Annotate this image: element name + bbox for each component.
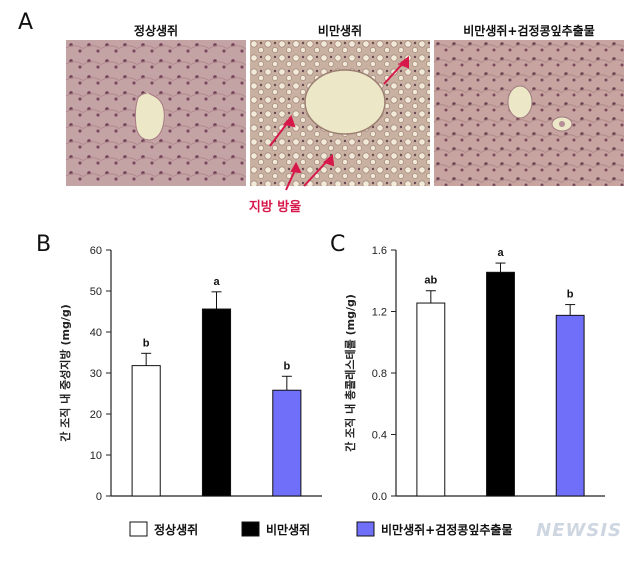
chart-b-y-tick-label: 20	[90, 409, 102, 421]
legend-swatch	[241, 521, 260, 537]
annotation-label: 지방 방울	[249, 199, 301, 215]
chart-b-bar	[201, 308, 232, 497]
chart-c-y-tick-label: 1.2	[372, 307, 387, 319]
chart-c-significance-letter: a	[497, 247, 504, 259]
histology-title-obese: 비만생쥐	[317, 24, 363, 38]
chart-b-y-tick-label: 30	[90, 368, 102, 380]
panel-a-letter: A	[18, 10, 34, 35]
legend-label: 정상생쥐	[154, 522, 198, 537]
chart-c-bar	[555, 314, 585, 497]
chart-c-y-tick-label: 0.8	[372, 368, 387, 380]
annotation-arrow-2	[269, 121, 289, 147]
chart-b-significance-letter: b	[143, 337, 150, 349]
chart-b-y-tick-label: 60	[90, 245, 102, 257]
annotation-arrowhead-4	[397, 56, 409, 69]
histology-title-normal: 정상생쥐	[133, 24, 179, 38]
annotation-arrowhead-2	[283, 115, 296, 128]
watermark: NEWSIS	[536, 520, 622, 541]
legend-label: 비만생쥐	[266, 522, 310, 537]
chart-b-significance-letter: a	[213, 276, 220, 288]
annotation-arrowhead-1	[290, 161, 302, 174]
legend-swatch	[129, 521, 148, 537]
chart-b-y-tick-label: 40	[90, 327, 102, 339]
annotation-arrowhead-3	[323, 154, 335, 167]
chart-b-y-tick-label: 10	[90, 450, 102, 462]
chart-b-y-axis-label: 간 조직 내 중성지방 (mg/g)	[58, 304, 72, 442]
chart-c-bar	[416, 302, 446, 497]
chart-b-bar	[131, 365, 161, 497]
chart-c-y-tick-label: 1.6	[372, 245, 387, 257]
histology-image-obese-extract	[434, 40, 624, 186]
legend-swatch	[356, 521, 375, 537]
chart-c-significance-letter: b	[567, 289, 574, 301]
panel-c-letter: C	[330, 232, 346, 257]
chart-b-bar	[272, 389, 302, 497]
annotation-arrow-4	[383, 61, 405, 85]
legend-label: 비만생쥐+검정콩잎추출물	[381, 522, 513, 537]
histology-title-obese-extract: 비만생쥐+검정콩잎추출물	[463, 24, 595, 38]
chart-c-significance-letter: ab	[424, 275, 437, 287]
annotation-arrow-3	[303, 159, 329, 187]
chart-c-bar	[486, 271, 515, 497]
chart-b-significance-letter: b	[283, 360, 290, 372]
panel-b-letter: B	[36, 232, 52, 257]
chart-c-y-tick-label: 0.4	[372, 430, 387, 442]
chart-b-y-tick-label: 50	[90, 286, 102, 298]
chart-b-y-tick-label: 0	[96, 491, 102, 503]
chart-c-y-tick-label: 0.0	[372, 491, 387, 503]
histology-image-normal	[66, 40, 246, 186]
chart-c-y-axis-label: 간 조직 내 총콜레스테롤 (mg/g)	[343, 294, 357, 452]
